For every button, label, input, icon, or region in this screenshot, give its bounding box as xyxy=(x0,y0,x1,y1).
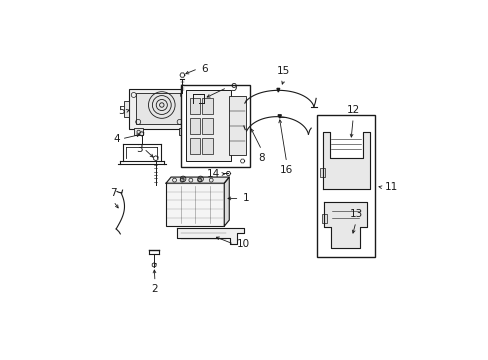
Text: 3: 3 xyxy=(136,144,142,153)
Text: 8: 8 xyxy=(258,153,264,163)
Text: 2: 2 xyxy=(151,284,158,294)
Bar xyxy=(321,214,326,223)
Polygon shape xyxy=(324,202,366,248)
Text: 12: 12 xyxy=(346,105,359,115)
Text: 16: 16 xyxy=(280,165,293,175)
Bar xyxy=(202,118,212,134)
Bar xyxy=(186,90,230,161)
Bar xyxy=(189,98,200,114)
Bar xyxy=(189,138,200,154)
Bar xyxy=(166,183,224,226)
Text: 11: 11 xyxy=(384,183,397,192)
Bar xyxy=(320,168,325,177)
Bar xyxy=(189,118,200,134)
Polygon shape xyxy=(276,89,279,92)
Polygon shape xyxy=(177,228,243,244)
Bar xyxy=(178,128,187,135)
Text: 15: 15 xyxy=(277,67,290,76)
Bar xyxy=(123,101,128,117)
Bar xyxy=(128,89,192,129)
Bar xyxy=(228,96,245,156)
Bar xyxy=(181,85,249,167)
Text: 13: 13 xyxy=(348,209,362,219)
Text: 5: 5 xyxy=(118,106,124,116)
Text: 9: 9 xyxy=(230,82,237,93)
Text: 14: 14 xyxy=(206,169,220,179)
Bar xyxy=(134,128,143,135)
Bar xyxy=(202,138,212,154)
Circle shape xyxy=(199,177,202,180)
Text: 7: 7 xyxy=(110,188,117,198)
Text: 1: 1 xyxy=(243,193,249,203)
Polygon shape xyxy=(224,177,229,226)
Text: 6: 6 xyxy=(201,64,207,74)
Bar xyxy=(317,115,375,257)
Bar xyxy=(202,98,212,114)
Text: 4: 4 xyxy=(114,134,120,144)
Polygon shape xyxy=(166,177,229,183)
Polygon shape xyxy=(278,115,281,118)
Circle shape xyxy=(182,177,184,180)
Polygon shape xyxy=(322,132,369,189)
Bar xyxy=(135,93,185,123)
Bar xyxy=(192,101,197,117)
Text: 10: 10 xyxy=(237,239,250,249)
